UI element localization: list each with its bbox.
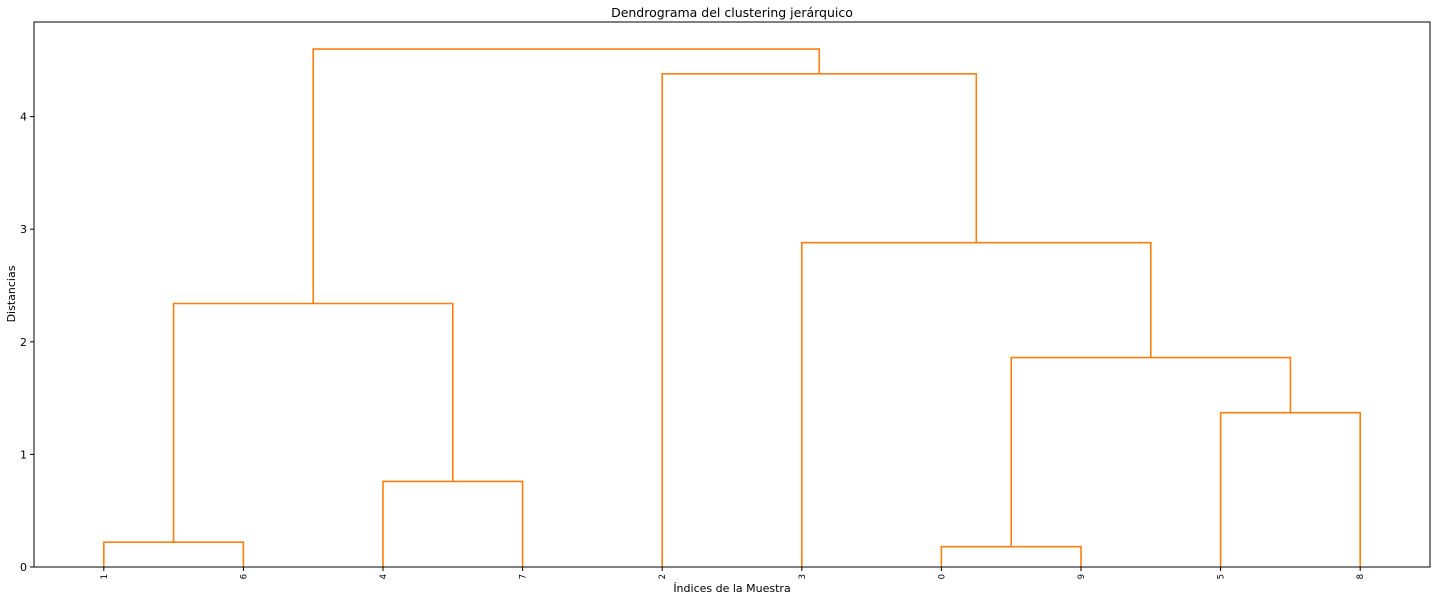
leaf-label-4: 4 bbox=[379, 574, 389, 579]
leaf-label-9: 9 bbox=[1077, 574, 1087, 579]
dendrogram-link-c16 bbox=[103, 541, 245, 567]
y-tick-label: 0 bbox=[20, 561, 27, 574]
y-axis-ticks: 0 1 2 3 4 bbox=[20, 111, 34, 574]
dendrogram-link-c2rest bbox=[661, 72, 978, 567]
dendrogram-link-c47 bbox=[382, 480, 524, 567]
dendrogram-link-c1647 bbox=[172, 302, 454, 543]
leaf-label-2: 2 bbox=[658, 574, 668, 579]
dendrogram-link-c0958 bbox=[1010, 356, 1292, 547]
x-axis-title: Índices de la Muestra bbox=[673, 582, 790, 595]
dendrogram-link-c58 bbox=[1219, 411, 1361, 567]
plot-frame bbox=[33, 21, 1431, 568]
y-tick-label: 4 bbox=[20, 111, 27, 124]
leaf-label-6: 6 bbox=[239, 574, 249, 579]
leaf-label-5: 5 bbox=[1217, 574, 1227, 579]
dendrogram-link-c3rest bbox=[801, 241, 1152, 567]
y-tick-label: 2 bbox=[20, 336, 27, 349]
chart-title: Dendrograma del clustering jerárquico bbox=[611, 5, 853, 20]
leaf-label-3: 3 bbox=[798, 574, 808, 579]
leaf-label-0: 0 bbox=[937, 574, 947, 579]
dendrogram-links bbox=[103, 48, 1361, 567]
x-axis-ticks: 1 6 4 7 2 3 0 9 5 8 bbox=[100, 567, 1366, 579]
dendrogram-link-root bbox=[312, 48, 821, 304]
y-tick-label: 1 bbox=[20, 448, 27, 461]
y-tick-label: 3 bbox=[20, 223, 27, 236]
leaf-label-7: 7 bbox=[519, 574, 529, 579]
y-axis-title: Distancias bbox=[5, 265, 18, 322]
leaf-label-8: 8 bbox=[1356, 574, 1366, 579]
dendrogram-link-c09 bbox=[940, 545, 1082, 567]
leaf-label-1: 1 bbox=[100, 574, 110, 579]
axes bbox=[33, 21, 1431, 568]
